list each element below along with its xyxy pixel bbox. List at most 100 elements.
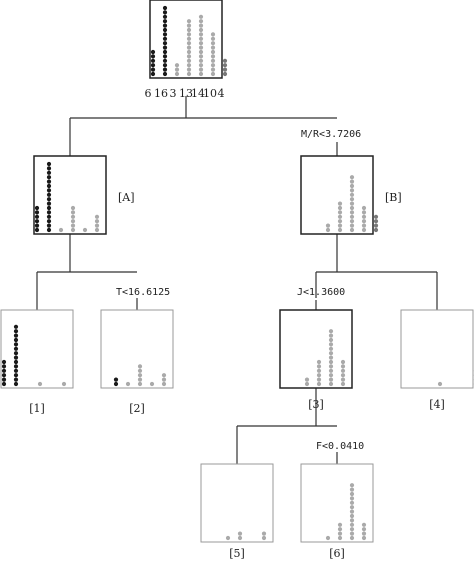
- sample-dot: [46, 175, 52, 180]
- sample-dot: [162, 54, 168, 59]
- sample-dot: [94, 227, 100, 233]
- sample-dot: [13, 359, 19, 365]
- sample-dot: [373, 223, 379, 228]
- node-root-dots: [150, 5, 228, 77]
- sample-dot: [46, 223, 52, 228]
- root-count: 6: [145, 87, 152, 100]
- sample-dot: [94, 214, 100, 219]
- sample-dot: [162, 19, 168, 24]
- sample-dot: [186, 58, 192, 63]
- sample-dot: [198, 36, 204, 41]
- node-label-2: [2]: [129, 402, 145, 415]
- sample-dot: [162, 36, 168, 41]
- sample-dot: [150, 49, 156, 55]
- sample-dot: [349, 210, 355, 215]
- split-label-root: M/R<3.7206: [301, 129, 361, 140]
- sample-dot: [340, 359, 346, 365]
- sample-dot: [13, 368, 19, 373]
- node-3-dots: [304, 329, 346, 387]
- sample-dot: [150, 58, 156, 63]
- sample-dot: [349, 205, 355, 211]
- sample-dot: [210, 63, 216, 68]
- sample-dot: [137, 381, 143, 387]
- sample-dot: [198, 14, 204, 19]
- node-b-box: [300, 155, 374, 235]
- sample-dot: [198, 63, 204, 68]
- sample-dot: [46, 192, 52, 197]
- sample-dot: [186, 54, 192, 59]
- sample-dot: [150, 67, 156, 72]
- sample-dot: [349, 483, 355, 488]
- sample-dot: [337, 223, 343, 228]
- sample-dot: [13, 355, 19, 360]
- sample-dot: [46, 188, 52, 193]
- sample-dot: [46, 227, 52, 233]
- sample-dot: [328, 346, 334, 351]
- node-root-box: [149, 0, 223, 79]
- node-label-4: [4]: [429, 398, 445, 411]
- sample-dot: [161, 381, 167, 387]
- sample-dot: [161, 373, 167, 378]
- sample-dot: [13, 373, 19, 378]
- sample-dot: [162, 27, 168, 33]
- sample-dot: [328, 381, 334, 387]
- sample-dot: [349, 175, 355, 180]
- sample-dot: [198, 23, 204, 28]
- node-1-dots: [1, 324, 67, 387]
- sample-dot: [162, 45, 168, 50]
- sample-dot: [162, 41, 168, 46]
- sample-dot: [316, 364, 322, 369]
- sample-dot: [210, 32, 216, 37]
- sample-dot: [325, 223, 331, 228]
- sample-dot: [13, 377, 19, 382]
- sample-dot: [137, 373, 143, 378]
- sample-dot: [198, 32, 204, 37]
- sample-dot: [349, 227, 355, 233]
- sample-dot: [198, 71, 204, 77]
- sample-dot: [340, 368, 346, 373]
- sample-dot: [34, 210, 40, 215]
- node-label-1: [1]: [29, 402, 45, 415]
- sample-dot: [150, 63, 156, 68]
- sample-dot: [13, 333, 19, 338]
- sample-dot: [210, 71, 216, 77]
- sample-dot: [46, 166, 52, 171]
- sample-dot: [186, 49, 192, 55]
- sample-dot: [361, 205, 367, 211]
- sample-dot: [161, 377, 167, 382]
- node-2-dots: [113, 364, 167, 387]
- node-1-box: [0, 309, 74, 389]
- sample-dot: [198, 45, 204, 50]
- sample-dot: [328, 364, 334, 369]
- sample-dot: [340, 381, 346, 387]
- sample-dot: [222, 67, 228, 72]
- sample-dot: [337, 205, 343, 211]
- sample-dot: [1, 368, 7, 373]
- sample-dot: [125, 381, 131, 387]
- sample-dot: [46, 161, 52, 167]
- sample-dot: [150, 54, 156, 59]
- sample-dot: [337, 527, 343, 532]
- sample-dot: [198, 54, 204, 59]
- sample-dot: [237, 535, 243, 541]
- sample-dot: [328, 373, 334, 378]
- sample-dot: [13, 337, 19, 343]
- sample-dot: [34, 227, 40, 233]
- sample-dot: [137, 377, 143, 382]
- sample-dot: [361, 214, 367, 219]
- sample-dot: [82, 227, 88, 233]
- sample-dot: [13, 381, 19, 387]
- sample-dot: [162, 32, 168, 37]
- sample-dot: [13, 346, 19, 351]
- sample-dot: [328, 329, 334, 334]
- root-count: 13: [179, 87, 193, 100]
- sample-dot: [162, 49, 168, 55]
- sample-dot: [328, 351, 334, 356]
- node-4-box: [400, 309, 474, 389]
- sample-dot: [349, 513, 355, 519]
- sample-dot: [70, 205, 76, 211]
- sample-dot: [328, 355, 334, 360]
- sample-dot: [237, 531, 243, 536]
- sample-dot: [304, 377, 310, 382]
- sample-dot: [210, 41, 216, 46]
